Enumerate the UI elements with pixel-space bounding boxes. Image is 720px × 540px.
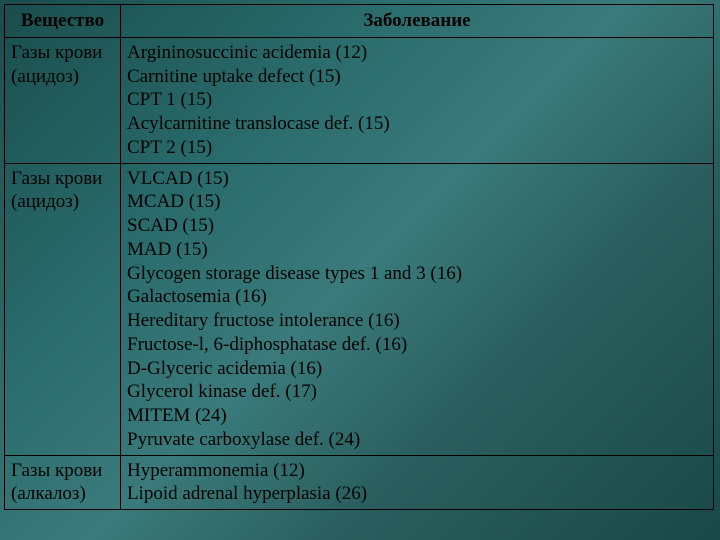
substance-cell: Газы крови (алкалоз) xyxy=(5,455,121,510)
disease-table: Вещество Заболевание Газы крови (ацидоз)… xyxy=(4,4,714,510)
disease-text: MAD (15) xyxy=(127,238,707,262)
disease-text: Glycogen storage disease types 1 and 3 (… xyxy=(127,262,707,286)
disease-cell: Argininosuccinic acidemia (12) Carnitine… xyxy=(121,37,714,163)
header-disease: Заболевание xyxy=(121,5,714,38)
substance-text: Газы крови xyxy=(11,167,114,191)
substance-text: (ацидоз) xyxy=(11,190,114,214)
disease-text: Carnitine uptake defect (15) xyxy=(127,65,707,89)
disease-cell: VLCAD (15) MCAD (15) SCAD (15) MAD (15) … xyxy=(121,163,714,455)
table-row: Газы крови (ацидоз) VLCAD (15) MCAD (15)… xyxy=(5,163,714,455)
substance-cell: Газы крови (ацидоз) xyxy=(5,163,121,455)
disease-text: Lipoid adrenal hyperplasia (26) xyxy=(127,482,707,506)
disease-text: MITEM (24) xyxy=(127,404,707,428)
disease-text: SCAD (15) xyxy=(127,214,707,238)
disease-text: CPT 1 (15) xyxy=(127,88,707,112)
substance-text: Газы крови xyxy=(11,41,114,65)
disease-text: Hereditary fructose intolerance (16) xyxy=(127,309,707,333)
substance-text: (ацидоз) xyxy=(11,65,114,89)
disease-text: Galactosemia (16) xyxy=(127,285,707,309)
table-row: Газы крови (ацидоз) Argininosuccinic aci… xyxy=(5,37,714,163)
substance-text: (алкалоз) xyxy=(11,482,114,506)
disease-text: Hyperammonemia (12) xyxy=(127,459,707,483)
disease-text: Glycerol kinase def. (17) xyxy=(127,380,707,404)
disease-cell: Hyperammonemia (12) Lipoid adrenal hyper… xyxy=(121,455,714,510)
disease-text: VLCAD (15) xyxy=(127,167,707,191)
disease-text: CPT 2 (15) xyxy=(127,136,707,160)
disease-text: Argininosuccinic acidemia (12) xyxy=(127,41,707,65)
disease-text: D-Glyceric acidemia (16) xyxy=(127,357,707,381)
disease-text: Acylcarnitine translocase def. (15) xyxy=(127,112,707,136)
table-header-row: Вещество Заболевание xyxy=(5,5,714,38)
disease-text: MCAD (15) xyxy=(127,190,707,214)
disease-text: Pyruvate carboxylase def. (24) xyxy=(127,428,707,452)
disease-text: Fructose-l, 6-diphosphatase def. (16) xyxy=(127,333,707,357)
header-substance: Вещество xyxy=(5,5,121,38)
substance-cell: Газы крови (ацидоз) xyxy=(5,37,121,163)
table-row: Газы крови (алкалоз) Hyperammonemia (12)… xyxy=(5,455,714,510)
substance-text: Газы крови xyxy=(11,459,114,483)
